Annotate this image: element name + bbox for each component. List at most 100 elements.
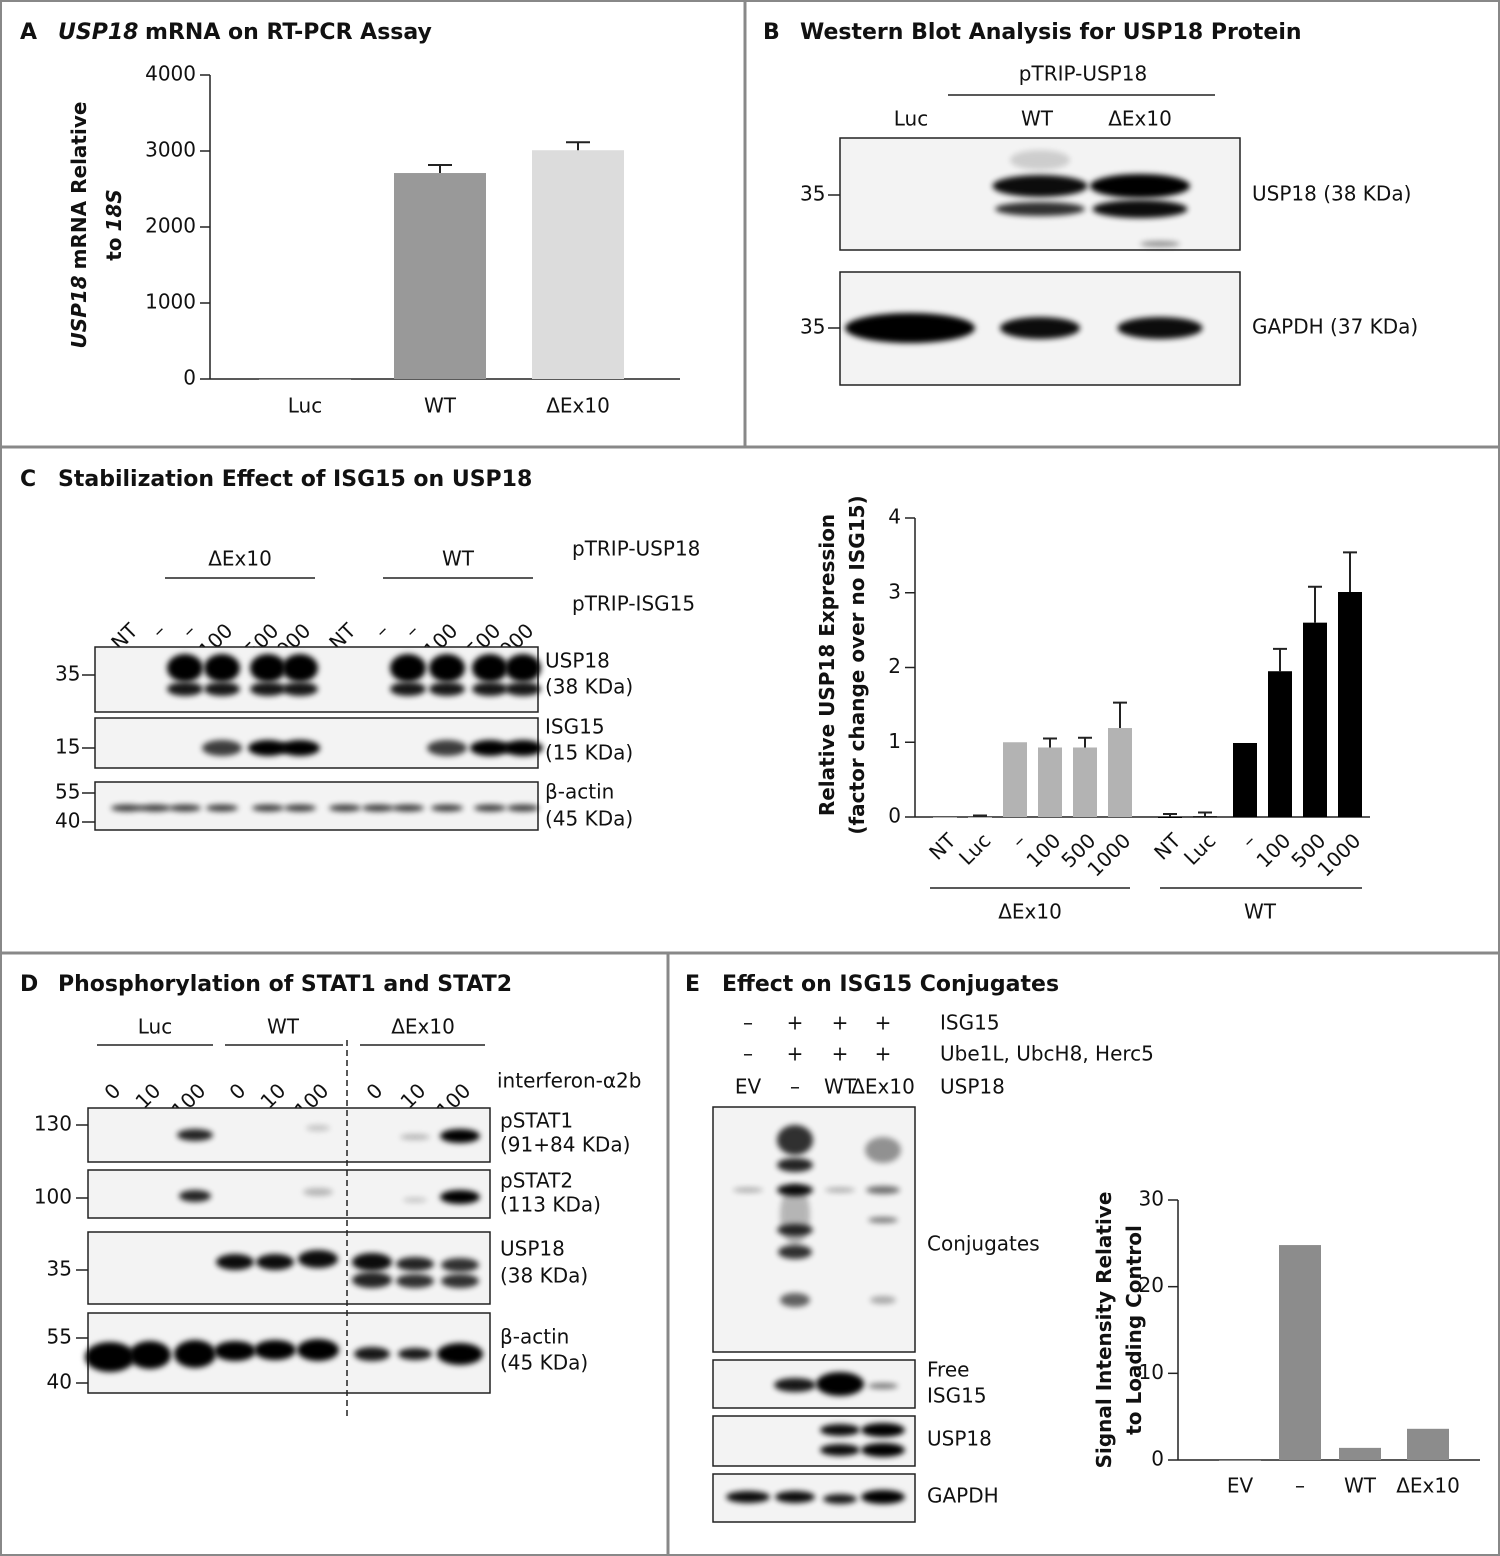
y-axis-label-part: mRNA Relative	[67, 102, 91, 270]
condition-mark: –	[743, 1042, 753, 1066]
panel-letter: B	[763, 20, 780, 45]
blot-band	[431, 804, 463, 812]
blot-band	[441, 1274, 479, 1288]
band-label: USP18	[500, 1237, 565, 1261]
y-axis-label: Relative USP18 Expression	[815, 514, 839, 816]
blot-band	[866, 1186, 900, 1194]
bar	[1279, 1245, 1321, 1460]
bar	[933, 817, 957, 818]
blot-band	[1010, 150, 1070, 170]
error-bar	[1043, 737, 1057, 748]
panel-title: Western Blot Analysis for USP18 Protein	[800, 20, 1302, 45]
condition-mark: +	[787, 1042, 804, 1066]
blot-band	[129, 1341, 171, 1369]
blot-band	[870, 1296, 896, 1304]
y-axis-label-part: to	[102, 237, 126, 260]
x-tick-label: NT	[924, 828, 961, 865]
blot-panel	[94, 717, 539, 769]
blot-band	[441, 1258, 479, 1272]
blot-band	[396, 1257, 434, 1271]
marker-label: 35	[47, 1257, 72, 1281]
blot-band	[206, 804, 238, 812]
blot-band	[775, 1491, 815, 1503]
x-tick-label: NT	[1149, 828, 1186, 865]
lane-label: WT	[1021, 107, 1054, 131]
blot-band	[250, 682, 286, 696]
x-tick-label: Luc	[288, 394, 322, 418]
y-axis-label: to 18S	[102, 189, 126, 261]
bar	[1073, 747, 1097, 817]
error-bar	[1163, 813, 1177, 817]
condition-mark: +	[787, 1011, 804, 1035]
error-bar	[566, 141, 590, 151]
blot-band	[992, 175, 1088, 197]
panel-title: USP18 mRNA on RT-PCR Assay	[58, 20, 432, 45]
lane-label: ΔEx10	[1108, 107, 1172, 131]
y-tick-label: 0	[888, 804, 901, 828]
bar	[1303, 622, 1327, 817]
bar	[1003, 742, 1027, 817]
y-axis-label: USP18 mRNA Relative	[67, 102, 91, 349]
dose-title: interferon-α2b	[497, 1069, 641, 1093]
panel-letter: A	[20, 20, 37, 45]
marker-label: 100	[34, 1185, 72, 1209]
band-label: β-actin	[500, 1325, 569, 1349]
x-tick-label: ΔEx10	[1396, 1474, 1460, 1498]
y-axis-label-part: USP18	[67, 275, 91, 348]
y-tick-label: 0	[1151, 1447, 1164, 1471]
band-label: USP18 (38 KDa)	[1252, 182, 1411, 206]
bar	[1407, 1428, 1449, 1460]
blot-panel	[87, 1107, 491, 1163]
blot-band	[85, 1342, 135, 1372]
blot-band	[280, 740, 320, 756]
condition-label: ISG15	[940, 1011, 1000, 1035]
blot-band	[780, 1293, 810, 1307]
bar	[1038, 747, 1062, 817]
lane-label: –	[369, 618, 393, 642]
blot-band	[868, 1383, 898, 1389]
bar	[1158, 817, 1182, 818]
x-tick-label: Luc	[1179, 828, 1220, 869]
blot-panel	[94, 646, 539, 713]
condition-mark: –	[790, 1075, 800, 1099]
blot-band	[472, 682, 508, 696]
blot-panel	[87, 1169, 491, 1219]
blot-band	[429, 682, 465, 696]
y-axis-label-part: Relative USP18 Expression	[815, 514, 839, 816]
error-bar	[428, 164, 452, 174]
blot-band	[820, 1424, 860, 1436]
error-bar	[1343, 551, 1357, 593]
marker-label: 35	[800, 315, 825, 339]
y-tick-label: 1	[888, 729, 901, 753]
band-label: ISG15	[545, 715, 605, 739]
blot-band	[400, 1134, 430, 1140]
blot-band	[474, 804, 506, 812]
blot-band	[507, 804, 539, 812]
blot-band	[329, 804, 361, 812]
marker-label: 130	[34, 1112, 72, 1136]
blot-band	[429, 654, 465, 682]
blot-band	[861, 1443, 905, 1457]
blot-band	[390, 654, 426, 682]
condition-label: USP18	[940, 1075, 1005, 1099]
y-tick-label: 30	[1139, 1187, 1164, 1211]
y-axis-label-part: to Loading Control	[1122, 1225, 1146, 1435]
marker-label: 15	[55, 735, 80, 759]
band-label: (91+84 KDa)	[500, 1133, 630, 1157]
blot-band	[845, 313, 975, 343]
y-tick-label: 20	[1139, 1273, 1164, 1297]
condition-label: Ube1L, UbcH8, Herc5	[940, 1042, 1154, 1066]
blot-band	[352, 1253, 392, 1271]
blot-band	[823, 1494, 857, 1504]
bar	[968, 817, 992, 818]
panel-title: Effect on ISG15 Conjugates	[722, 972, 1059, 997]
blot-band	[403, 1197, 427, 1203]
error-bar	[973, 814, 987, 817]
blot-band	[352, 1272, 392, 1288]
error-bar	[1308, 585, 1322, 623]
x-tick-label: WT	[424, 394, 457, 418]
blot-band	[861, 1423, 905, 1437]
blot-band	[780, 1185, 810, 1245]
